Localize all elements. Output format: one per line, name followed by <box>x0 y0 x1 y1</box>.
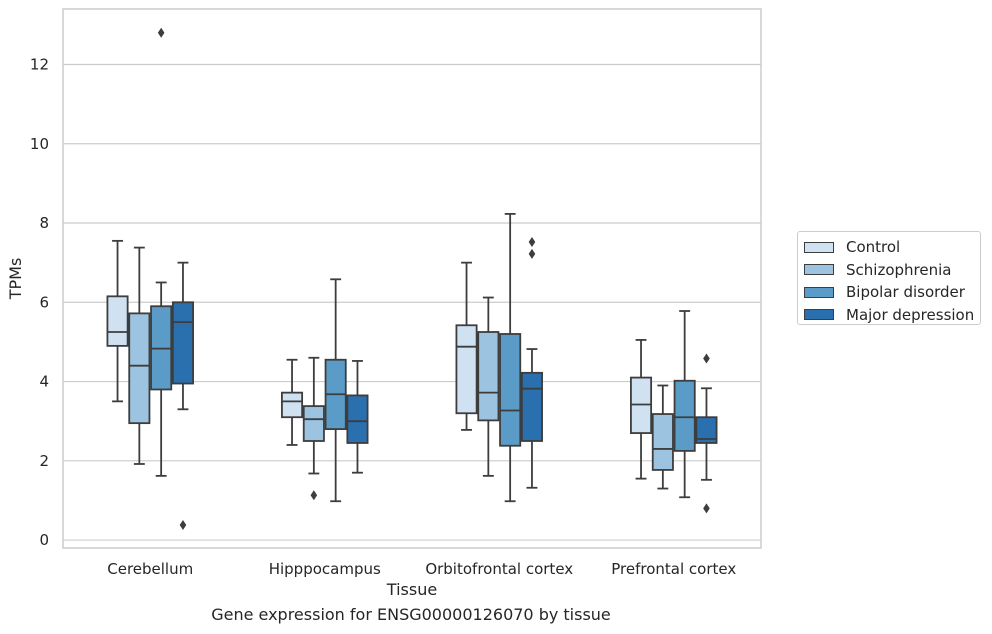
y-tick-label: 10 <box>30 135 49 153</box>
y-tick-label: 12 <box>30 55 49 73</box>
legend-label: Schizophrenia <box>846 260 952 279</box>
outlier-point <box>528 248 536 259</box>
y-tick-label: 6 <box>39 293 49 311</box>
box <box>106 295 129 347</box>
legend-entry: Schizophrenia <box>804 259 980 282</box>
chart-legend: Control Schizophrenia Bipolar disorder Majo… <box>797 231 981 325</box>
outlier-point <box>310 490 318 501</box>
box <box>477 331 500 422</box>
legend-entry: Major depression <box>804 304 980 327</box>
box <box>520 371 543 442</box>
legend-label: Bipolar disorder <box>846 283 965 302</box>
box <box>673 379 696 452</box>
y-axis-label: TPMs <box>6 258 25 301</box>
legend-swatch <box>804 286 834 298</box>
box <box>499 333 522 447</box>
box <box>651 413 674 471</box>
box <box>302 405 325 442</box>
legend-label: Major depression <box>846 305 975 324</box>
outlier-point <box>703 503 710 514</box>
outlier-point <box>703 353 710 364</box>
y-tick-label: 4 <box>39 373 49 391</box>
outlier-point <box>157 27 165 38</box>
box <box>128 312 151 425</box>
x-tick-label: Prefrontal cortex <box>611 560 736 578</box>
box <box>281 391 304 419</box>
legend-entry: Bipolar disorder <box>804 281 980 304</box>
legend-label: Control <box>846 238 901 257</box>
outlier-point <box>528 237 536 248</box>
x-axis-label: Tissue <box>386 580 437 599</box>
y-tick-label: 8 <box>39 214 49 232</box>
figure-caption: Gene expression for ENSG00000126070 by t… <box>211 605 611 624</box>
box <box>455 324 478 415</box>
box <box>171 301 194 385</box>
legend-swatch <box>804 241 834 253</box>
box <box>695 416 718 444</box>
plot-frame <box>62 8 762 549</box>
legend-swatch <box>804 264 834 276</box>
legend-entry: Control <box>804 236 980 259</box>
outlier-point <box>179 520 187 531</box>
legend-swatch <box>804 309 834 321</box>
box <box>346 394 369 444</box>
x-tick-label: Cerebellum <box>107 560 193 578</box>
x-tick-label: Orbitofrontal cortex <box>425 560 573 578</box>
y-tick-label: 2 <box>39 452 49 470</box>
y-tick-label: 0 <box>39 531 49 549</box>
x-tick-label: Hipppocampus <box>269 560 381 578</box>
plot-area <box>63 9 761 548</box>
